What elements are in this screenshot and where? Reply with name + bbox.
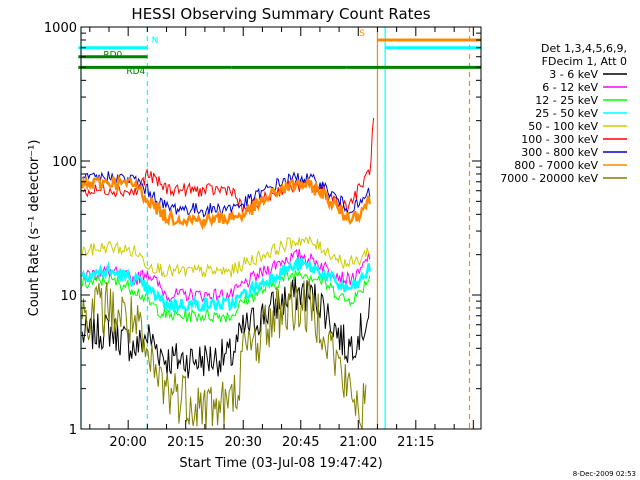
x-axis-label: Start Time (03-Jul-08 19:47:42): [179, 456, 382, 471]
legend-entry: 25 - 50 keV: [535, 107, 598, 120]
x-tick-label: 20:15: [167, 435, 204, 450]
x-tick-label: 21:00: [340, 435, 377, 450]
x-tick-label: 20:30: [224, 435, 261, 450]
legend-entry: 3 - 6 keV: [549, 68, 598, 81]
x-tick-label: 20:45: [282, 435, 319, 450]
plot-frame: [80, 26, 482, 430]
flag-label-rd4: RD4: [126, 67, 145, 77]
legend-entry: 800 - 7000 keV: [514, 159, 598, 172]
legend-entry: 6 - 12 keV: [542, 81, 598, 94]
flag-label-rd0: RD0: [103, 51, 122, 61]
legend-header: Det 1,3,4,5,6,9,: [541, 42, 627, 55]
x-tick-label: 21:15: [397, 435, 434, 450]
legend-entry: 7000 - 20000 keV: [500, 172, 598, 185]
footer-timestamp: 8-Dec-2009 02:53: [573, 470, 636, 478]
legend-entry: 300 - 800 keV: [521, 146, 598, 159]
legend-entry: 50 - 100 keV: [528, 120, 598, 133]
y-axis-label: Count Rate (s⁻¹ detector⁻¹): [27, 140, 42, 317]
flag-label-n: N: [152, 36, 159, 46]
x-tick-label: 20:00: [109, 435, 146, 450]
series-line: [81, 174, 371, 231]
y-tick-label: 1000: [44, 21, 77, 36]
flag-label-s: S: [359, 29, 365, 39]
series-line: [81, 270, 371, 323]
chart-title: HESSI Observing Summary Count Rates: [131, 5, 430, 23]
series-line: [81, 257, 371, 315]
series-line: [81, 235, 371, 278]
axes: 1 10 100 1000 20:00 20:15 20:30 20:45 21:00 21:15: [44, 21, 481, 450]
series-line: [81, 276, 371, 379]
legend-entry: 12 - 25 keV: [535, 94, 598, 107]
y-tick-label: 1: [69, 423, 77, 438]
legend: Det 1,3,4,5,6,9,FDecim 1, Att 03 - 6 keV…: [500, 42, 627, 185]
y-tick-label: 100: [52, 155, 77, 170]
plot-area: RD0 RD4 N S: [78, 27, 481, 430]
legend-header: FDecim 1, Att 0: [542, 55, 627, 68]
series-line: [81, 171, 371, 218]
series-line: [81, 117, 375, 214]
legend-entry: 100 - 300 keV: [521, 133, 598, 146]
y-tick-label: 10: [60, 289, 77, 304]
